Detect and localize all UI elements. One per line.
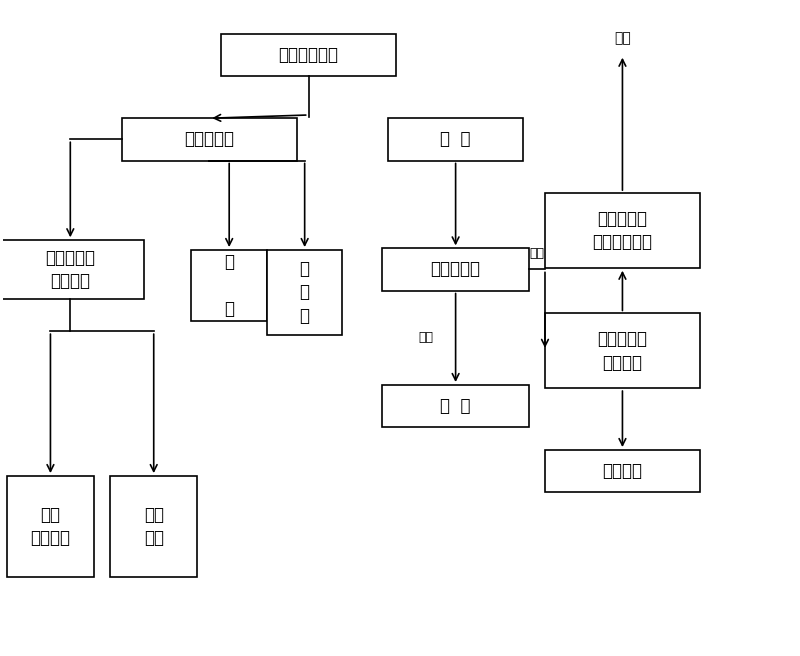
Text: 玻璃
纤维: 玻璃 纤维	[144, 506, 164, 547]
Text: 金属
（铜箔）: 金属 （铜箔）	[30, 506, 70, 547]
Bar	[545, 314, 700, 388]
Text: 氮氧气体及
有机气体处理: 氮氧气体及 有机气体处理	[593, 210, 653, 251]
Bar	[0, 240, 144, 298]
Text: 氮氧气体及
有机气体: 氮氧气体及 有机气体	[598, 330, 647, 371]
Text: 碳

渣: 碳 渣	[224, 253, 234, 318]
Text: 焦  油: 焦 油	[440, 397, 471, 415]
Bar	[382, 249, 529, 291]
Text: 玻璃纤维及
金属混合: 玻璃纤维及 金属混合	[46, 249, 95, 290]
Text: 熔融硝酸盐: 熔融硝酸盐	[184, 131, 234, 148]
Text: 废印刷电路板: 废印刷电路板	[278, 46, 338, 64]
Bar	[382, 385, 529, 427]
Bar	[222, 33, 396, 76]
Text: 液态: 液态	[418, 331, 433, 344]
Bar	[545, 193, 700, 268]
Text: 水  气: 水 气	[440, 131, 471, 148]
Text: 卤
化
盐: 卤 化 盐	[300, 260, 310, 325]
Bar	[122, 118, 297, 161]
Bar	[267, 250, 342, 335]
Text: 液化燃气: 液化燃气	[602, 462, 642, 480]
Text: 气态: 气态	[530, 247, 545, 260]
Bar	[110, 476, 198, 577]
Text: 排放: 排放	[614, 31, 631, 45]
Bar	[388, 118, 523, 161]
Bar	[6, 476, 94, 577]
Bar	[545, 450, 700, 492]
Bar	[191, 250, 267, 321]
Text: 高浓度废气: 高浓度废气	[430, 260, 481, 278]
